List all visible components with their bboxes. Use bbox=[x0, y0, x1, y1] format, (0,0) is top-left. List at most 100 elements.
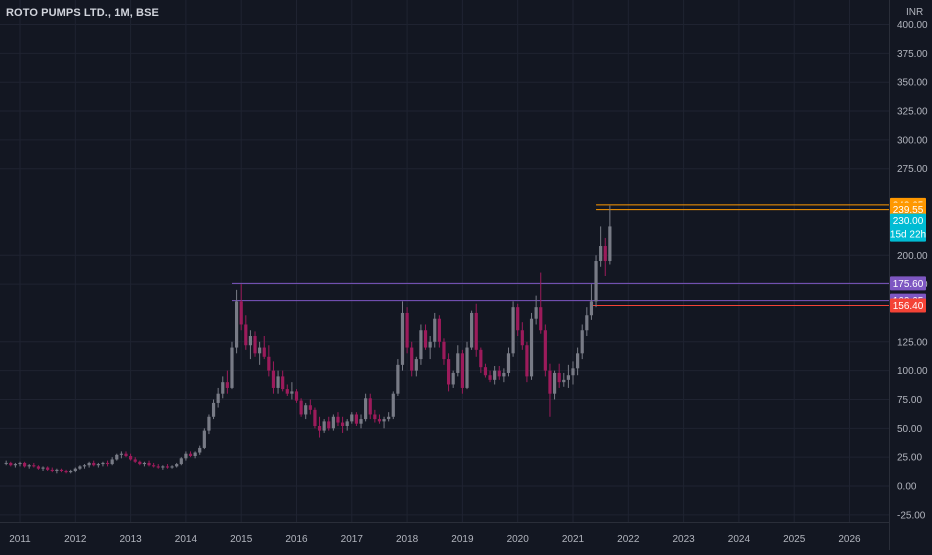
candle-body bbox=[179, 458, 183, 465]
candle-body bbox=[133, 459, 137, 462]
candle-body bbox=[410, 347, 414, 371]
candle-body bbox=[253, 336, 257, 354]
level-lines bbox=[231, 204, 889, 307]
candle-body bbox=[244, 324, 248, 346]
candle-body bbox=[202, 430, 206, 448]
y-tick-label: 400.00 bbox=[897, 20, 928, 31]
candle-body bbox=[451, 372, 455, 385]
candle-body bbox=[529, 318, 534, 377]
candle-body bbox=[327, 421, 331, 429]
candle-body bbox=[73, 468, 77, 472]
x-tick-label: 2017 bbox=[341, 534, 364, 545]
price-tag bbox=[890, 298, 926, 313]
candle-body bbox=[373, 414, 377, 420]
candle-body bbox=[211, 402, 216, 417]
y-tick-label: 125.00 bbox=[897, 337, 928, 348]
candle-body bbox=[101, 462, 105, 465]
candle-body bbox=[36, 466, 41, 469]
candle-body bbox=[147, 462, 151, 466]
candle-body bbox=[271, 370, 276, 388]
candle-body bbox=[239, 301, 243, 325]
candle-body bbox=[543, 330, 547, 371]
candle-body bbox=[382, 419, 386, 422]
candle-body bbox=[156, 466, 160, 468]
candle-body bbox=[110, 459, 114, 465]
candle-body bbox=[483, 367, 488, 376]
price-tag bbox=[890, 213, 926, 242]
candle-body bbox=[414, 359, 418, 371]
candle-body bbox=[27, 465, 31, 467]
candle-body bbox=[262, 347, 266, 357]
candle-body bbox=[55, 469, 59, 472]
chart-title: ROTO PUMPS LTD., 1M, BSE bbox=[6, 7, 159, 19]
candle-body bbox=[506, 353, 511, 373]
candle-body bbox=[405, 312, 409, 348]
candle-body bbox=[193, 452, 197, 457]
candle-body bbox=[502, 372, 506, 377]
candle-body bbox=[258, 347, 262, 354]
candle-body bbox=[599, 246, 603, 262]
candle-body bbox=[161, 466, 165, 468]
candle-body bbox=[331, 416, 335, 429]
candle-body bbox=[350, 414, 354, 422]
y-tick-label: 50.00 bbox=[897, 424, 922, 435]
candle-body bbox=[46, 467, 50, 470]
candle-body bbox=[216, 393, 220, 403]
candle-body bbox=[608, 226, 612, 262]
candle-body bbox=[124, 453, 128, 457]
candle-body bbox=[423, 330, 428, 348]
x-tick-label: 2018 bbox=[396, 534, 419, 545]
candle-body bbox=[419, 330, 423, 360]
candle-body bbox=[336, 416, 340, 423]
price-tag-label: 175.60 bbox=[893, 279, 924, 290]
candle-body bbox=[234, 301, 239, 348]
candle-body bbox=[64, 471, 68, 473]
candle-body bbox=[400, 312, 405, 365]
candle-body bbox=[552, 372, 557, 394]
candle-body bbox=[437, 318, 441, 342]
candle-body bbox=[41, 467, 45, 469]
candle-body bbox=[377, 419, 382, 422]
candle-body bbox=[304, 405, 308, 415]
candle-body bbox=[589, 301, 594, 316]
currency-label: INR bbox=[906, 7, 924, 18]
candle-body bbox=[345, 421, 349, 427]
candle-body bbox=[69, 471, 73, 473]
candle-body bbox=[562, 379, 566, 383]
candle-body bbox=[516, 307, 520, 331]
y-tick-label: 300.00 bbox=[897, 135, 928, 146]
y-tick-label: 275.00 bbox=[897, 164, 928, 175]
candle-body bbox=[230, 347, 234, 388]
candle-body bbox=[548, 370, 552, 394]
candle-body bbox=[32, 465, 36, 467]
x-tick-label: 2012 bbox=[64, 534, 87, 545]
candle-body bbox=[96, 464, 100, 466]
candle-body bbox=[281, 376, 285, 390]
candle-body bbox=[308, 405, 312, 410]
candle-body bbox=[317, 426, 322, 431]
x-tick-label: 2021 bbox=[562, 534, 585, 545]
x-tick-label: 2020 bbox=[507, 534, 530, 545]
candle-body bbox=[115, 454, 119, 460]
price-tag-label: 239.55 bbox=[893, 205, 924, 216]
candle-body bbox=[525, 345, 529, 377]
candle-body bbox=[207, 416, 211, 431]
candle-body bbox=[433, 318, 437, 342]
x-tick-label: 2024 bbox=[728, 534, 751, 545]
x-tick-label: 2011 bbox=[9, 534, 31, 545]
candle-body bbox=[299, 400, 303, 415]
candle-body bbox=[105, 462, 110, 465]
candle-body bbox=[396, 364, 400, 394]
x-tick-label: 2013 bbox=[119, 534, 142, 545]
candle-body bbox=[368, 398, 372, 415]
candle-body bbox=[13, 464, 17, 466]
candle-body bbox=[479, 349, 483, 368]
candle-body bbox=[4, 462, 8, 464]
candle-body bbox=[493, 370, 497, 380]
candle-body bbox=[188, 453, 193, 457]
candle-body bbox=[576, 353, 580, 369]
candle-body bbox=[456, 353, 460, 373]
candle-body bbox=[23, 462, 27, 467]
candle-body bbox=[276, 376, 280, 388]
